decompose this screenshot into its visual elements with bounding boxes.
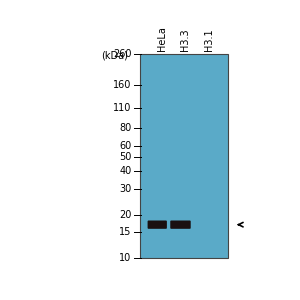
Text: H3.3: H3.3 bbox=[181, 28, 190, 51]
Text: 160: 160 bbox=[113, 80, 132, 90]
FancyBboxPatch shape bbox=[148, 220, 167, 229]
Text: 20: 20 bbox=[119, 209, 132, 220]
Text: 40: 40 bbox=[119, 166, 132, 176]
Text: 260: 260 bbox=[113, 50, 132, 59]
Text: 30: 30 bbox=[119, 184, 132, 194]
Text: 60: 60 bbox=[119, 141, 132, 151]
Text: H3.1: H3.1 bbox=[204, 28, 214, 51]
Text: 80: 80 bbox=[119, 123, 132, 133]
Text: HeLa: HeLa bbox=[157, 26, 167, 51]
Text: 15: 15 bbox=[119, 227, 132, 238]
Text: 10: 10 bbox=[119, 253, 132, 263]
Text: 110: 110 bbox=[113, 103, 132, 113]
Text: (kDa): (kDa) bbox=[101, 51, 128, 61]
Text: 50: 50 bbox=[119, 152, 132, 162]
FancyBboxPatch shape bbox=[170, 220, 191, 229]
Bar bbox=[140, 55, 228, 258]
